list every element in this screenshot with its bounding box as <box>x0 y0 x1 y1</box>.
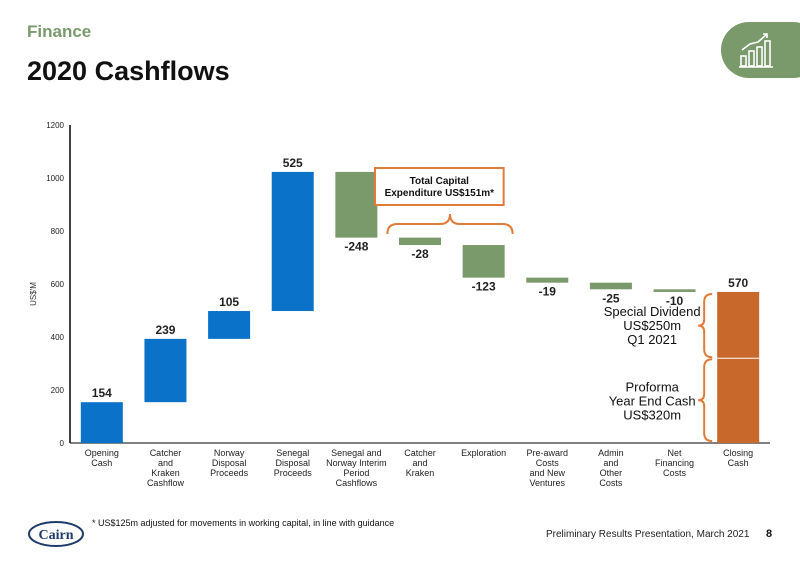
bar <box>462 245 505 278</box>
logo-text: Cairn <box>39 528 74 543</box>
x-tick-label: Net <box>668 448 683 458</box>
x-tick-label: Pre-award <box>527 448 569 458</box>
data-label: 239 <box>155 323 175 337</box>
x-tick-label: Cashflows <box>336 478 378 488</box>
y-axis-label: US$'M <box>29 282 38 306</box>
x-tick-label: Catcher <box>404 448 436 458</box>
bar <box>80 402 123 443</box>
bar <box>208 311 251 339</box>
data-label: -10 <box>666 294 684 308</box>
footnote: * US$125m adjusted for movements in work… <box>92 518 395 528</box>
y-tick-label: 800 <box>51 227 65 236</box>
x-tick-label: Kraken <box>151 468 180 478</box>
data-label: -123 <box>472 280 496 294</box>
x-tick-label: Catcher <box>150 448 182 458</box>
page-number: 8 <box>766 528 773 540</box>
data-label: -19 <box>539 285 557 299</box>
x-tick-label: Norway <box>214 448 245 458</box>
section-badge <box>721 22 800 78</box>
presentation-name: Preliminary Results Presentation, March … <box>546 529 750 540</box>
data-label: 525 <box>283 156 303 170</box>
bar <box>653 289 696 292</box>
bar <box>589 282 632 290</box>
bar <box>144 338 187 403</box>
bar <box>335 171 378 238</box>
dividend-text: US$250m <box>623 318 681 333</box>
y-tick-label: 0 <box>60 439 65 448</box>
x-tick-label: Disposal <box>212 458 247 468</box>
x-tick-label: Proceeds <box>274 468 313 478</box>
dividend-brace <box>698 292 713 359</box>
dividend-text: Q1 2021 <box>627 332 677 347</box>
proforma-text: Year End Cash <box>609 394 696 409</box>
x-tick-label: Other <box>600 468 623 478</box>
bar <box>399 237 441 246</box>
data-label: -28 <box>411 247 429 261</box>
proforma-text: US$320m <box>623 408 681 423</box>
x-tick-label: Closing <box>723 448 753 458</box>
proforma-brace <box>698 358 713 442</box>
y-tick-label: 1200 <box>46 121 64 130</box>
data-label: 154 <box>92 386 112 400</box>
y-tick-label: 400 <box>51 333 65 342</box>
x-tick-label: Opening <box>85 448 119 458</box>
x-tick-label: Ventures <box>530 478 566 488</box>
y-tick-label: 600 <box>51 280 65 289</box>
cairn-logo: Cairn <box>28 521 84 547</box>
x-tick-label: Cash <box>91 458 112 468</box>
page-title: 2020 Cashflows <box>27 56 230 86</box>
x-tick-label: Disposal <box>275 458 310 468</box>
capex-box-text: Total Capital <box>410 176 469 187</box>
x-tick-label: Cashflow <box>147 478 185 488</box>
x-tick-label: and <box>412 458 427 468</box>
x-tick-label: and New <box>530 468 566 478</box>
capex-box-text: Expenditure US$151m* <box>385 188 495 199</box>
x-tick-label: Kraken <box>406 468 435 478</box>
bar <box>526 277 569 283</box>
proforma-text: Proforma <box>625 380 679 395</box>
y-tick-label: 200 <box>51 386 65 395</box>
x-tick-label: Costs <box>536 458 560 468</box>
x-tick-label: Financing <box>655 458 694 468</box>
data-label: 570 <box>728 276 748 290</box>
data-label: -248 <box>344 240 368 254</box>
x-tick-label: Period <box>343 468 369 478</box>
x-tick-label: Costs <box>663 468 687 478</box>
x-tick-label: Senegal <box>276 448 309 458</box>
capex-brace <box>386 213 514 235</box>
x-tick-label: Proceeds <box>210 468 249 478</box>
capex-box <box>374 167 505 206</box>
x-tick-label: and <box>158 458 173 468</box>
data-label: 105 <box>219 295 239 309</box>
x-tick-label: Exploration <box>461 448 506 458</box>
y-tick-label: 1000 <box>46 174 64 183</box>
x-tick-label: Admin <box>598 448 624 458</box>
dividend-text: Special Dividend <box>604 304 701 319</box>
x-tick-label: Costs <box>599 478 623 488</box>
x-tick-label: Norway Interim <box>326 458 387 468</box>
data-label: -25 <box>602 291 620 305</box>
bar <box>717 291 760 443</box>
growth-chart-icon <box>739 33 773 68</box>
x-tick-label: and <box>603 458 618 468</box>
x-tick-label: Senegal and <box>331 448 382 458</box>
section-label: Finance <box>27 22 92 41</box>
x-tick-label: Cash <box>728 458 749 468</box>
bar <box>271 171 314 312</box>
